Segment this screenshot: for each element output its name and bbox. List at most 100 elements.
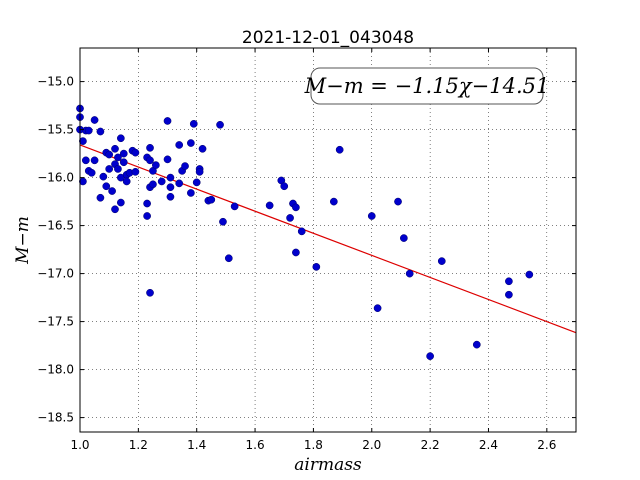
- data-point: [105, 165, 114, 173]
- data-point: [146, 288, 154, 297]
- data-point: [143, 212, 151, 220]
- data-point: [157, 177, 166, 186]
- data-point: [505, 277, 513, 286]
- data-point: [312, 263, 321, 271]
- axis-ticks: [79, 48, 576, 432]
- data-point: [79, 137, 87, 145]
- data-point: [472, 340, 481, 349]
- fit-line: [79, 144, 577, 334]
- data-point: [166, 173, 175, 182]
- data-point: [195, 167, 204, 176]
- data-point: [84, 126, 93, 135]
- data-point: [292, 248, 300, 257]
- data-point: [426, 352, 434, 361]
- x-tick-label: 1.0: [70, 438, 89, 452]
- data-point: [163, 117, 172, 125]
- data-point: [131, 148, 140, 157]
- y-tick-label: −18.0: [37, 363, 74, 377]
- fit-line-layer: [79, 144, 577, 334]
- data-points: [76, 104, 534, 361]
- data-point: [149, 180, 157, 189]
- x-tick-label: 1.4: [187, 438, 206, 452]
- data-point: [175, 141, 184, 149]
- data-point: [111, 144, 119, 153]
- x-tick-labels: 1.0 1.2 1.4 1.6 1.8 2.0 2.2 2.4 2.6: [70, 438, 556, 452]
- fit-annotation-text: M−m = −1.15χ−14.51: [304, 74, 550, 98]
- data-point: [286, 214, 294, 222]
- data-point: [90, 156, 99, 165]
- data-point: [131, 167, 140, 176]
- data-point: [111, 205, 119, 214]
- data-point: [394, 197, 402, 206]
- fit-annotation-box: [310, 67, 544, 105]
- data-point: [87, 168, 96, 177]
- y-tick-label: −18.5: [37, 411, 74, 425]
- data-point: [166, 183, 175, 192]
- data-point: [102, 182, 111, 191]
- data-point: [329, 197, 338, 206]
- y-tick-label: −17.0: [37, 267, 74, 281]
- data-point: [297, 227, 306, 236]
- data-point: [367, 212, 376, 220]
- plot-area: [80, 48, 576, 432]
- data-point: [335, 145, 344, 154]
- data-point: [373, 304, 382, 313]
- data-point: [163, 155, 172, 164]
- data-point: [400, 234, 408, 242]
- data-point: [265, 201, 274, 210]
- fit-annotation: M−m = −1.15χ−14.51: [304, 67, 550, 105]
- y-tick-label: −15.5: [37, 123, 74, 137]
- x-tick-label: 1.2: [129, 438, 148, 452]
- data-point: [114, 165, 122, 173]
- x-tick-label: 1.6: [246, 438, 265, 452]
- data-point: [187, 139, 195, 147]
- data-point: [90, 116, 99, 124]
- y-axis-label: M−m: [13, 216, 33, 265]
- x-tick-label: 1.8: [304, 438, 323, 452]
- data-point: [230, 202, 239, 211]
- y-tick-label: −16.0: [37, 171, 74, 185]
- data-point: [119, 158, 128, 167]
- data-point: [192, 178, 201, 187]
- data-point: [99, 172, 108, 181]
- data-point: [219, 217, 227, 226]
- data-point: [119, 149, 128, 158]
- data-point: [146, 143, 154, 152]
- y-tick-label: −15.0: [37, 75, 74, 89]
- data-point: [280, 182, 289, 191]
- x-tick-label: 2.2: [421, 438, 440, 452]
- data-point: [175, 179, 184, 188]
- data-point: [216, 120, 224, 129]
- data-point: [143, 199, 151, 208]
- data-point: [108, 187, 116, 195]
- data-point: [207, 195, 216, 204]
- data-point: [525, 270, 534, 279]
- data-point: [198, 144, 207, 153]
- plot-frame: [79, 47, 577, 433]
- x-tick-label: 2.4: [479, 438, 498, 452]
- data-point: [96, 127, 105, 136]
- data-point: [505, 290, 513, 299]
- data-point: [122, 177, 131, 186]
- data-point: [116, 198, 125, 207]
- data-point: [146, 156, 154, 165]
- data-point: [187, 189, 195, 197]
- data-point: [405, 269, 414, 278]
- y-tick-labels: −15.0 −15.5 −16.0 −16.5 −17.0 −17.5 −18.0 −18.5: [37, 75, 74, 425]
- data-point: [81, 156, 90, 165]
- data-point: [116, 134, 125, 143]
- data-point: [181, 162, 189, 170]
- y-tick-label: −16.5: [37, 219, 74, 233]
- x-tick-label: 2.6: [537, 438, 556, 452]
- grid: [79, 48, 576, 432]
- data-point: [105, 150, 114, 159]
- data-point: [437, 257, 446, 265]
- data-point: [292, 203, 300, 212]
- x-axis-label: airmass: [294, 455, 362, 475]
- data-point: [114, 153, 122, 162]
- y-tick-label: −17.5: [37, 315, 74, 329]
- data-point: [166, 192, 175, 201]
- data-point: [96, 193, 105, 202]
- data-point: [189, 119, 198, 128]
